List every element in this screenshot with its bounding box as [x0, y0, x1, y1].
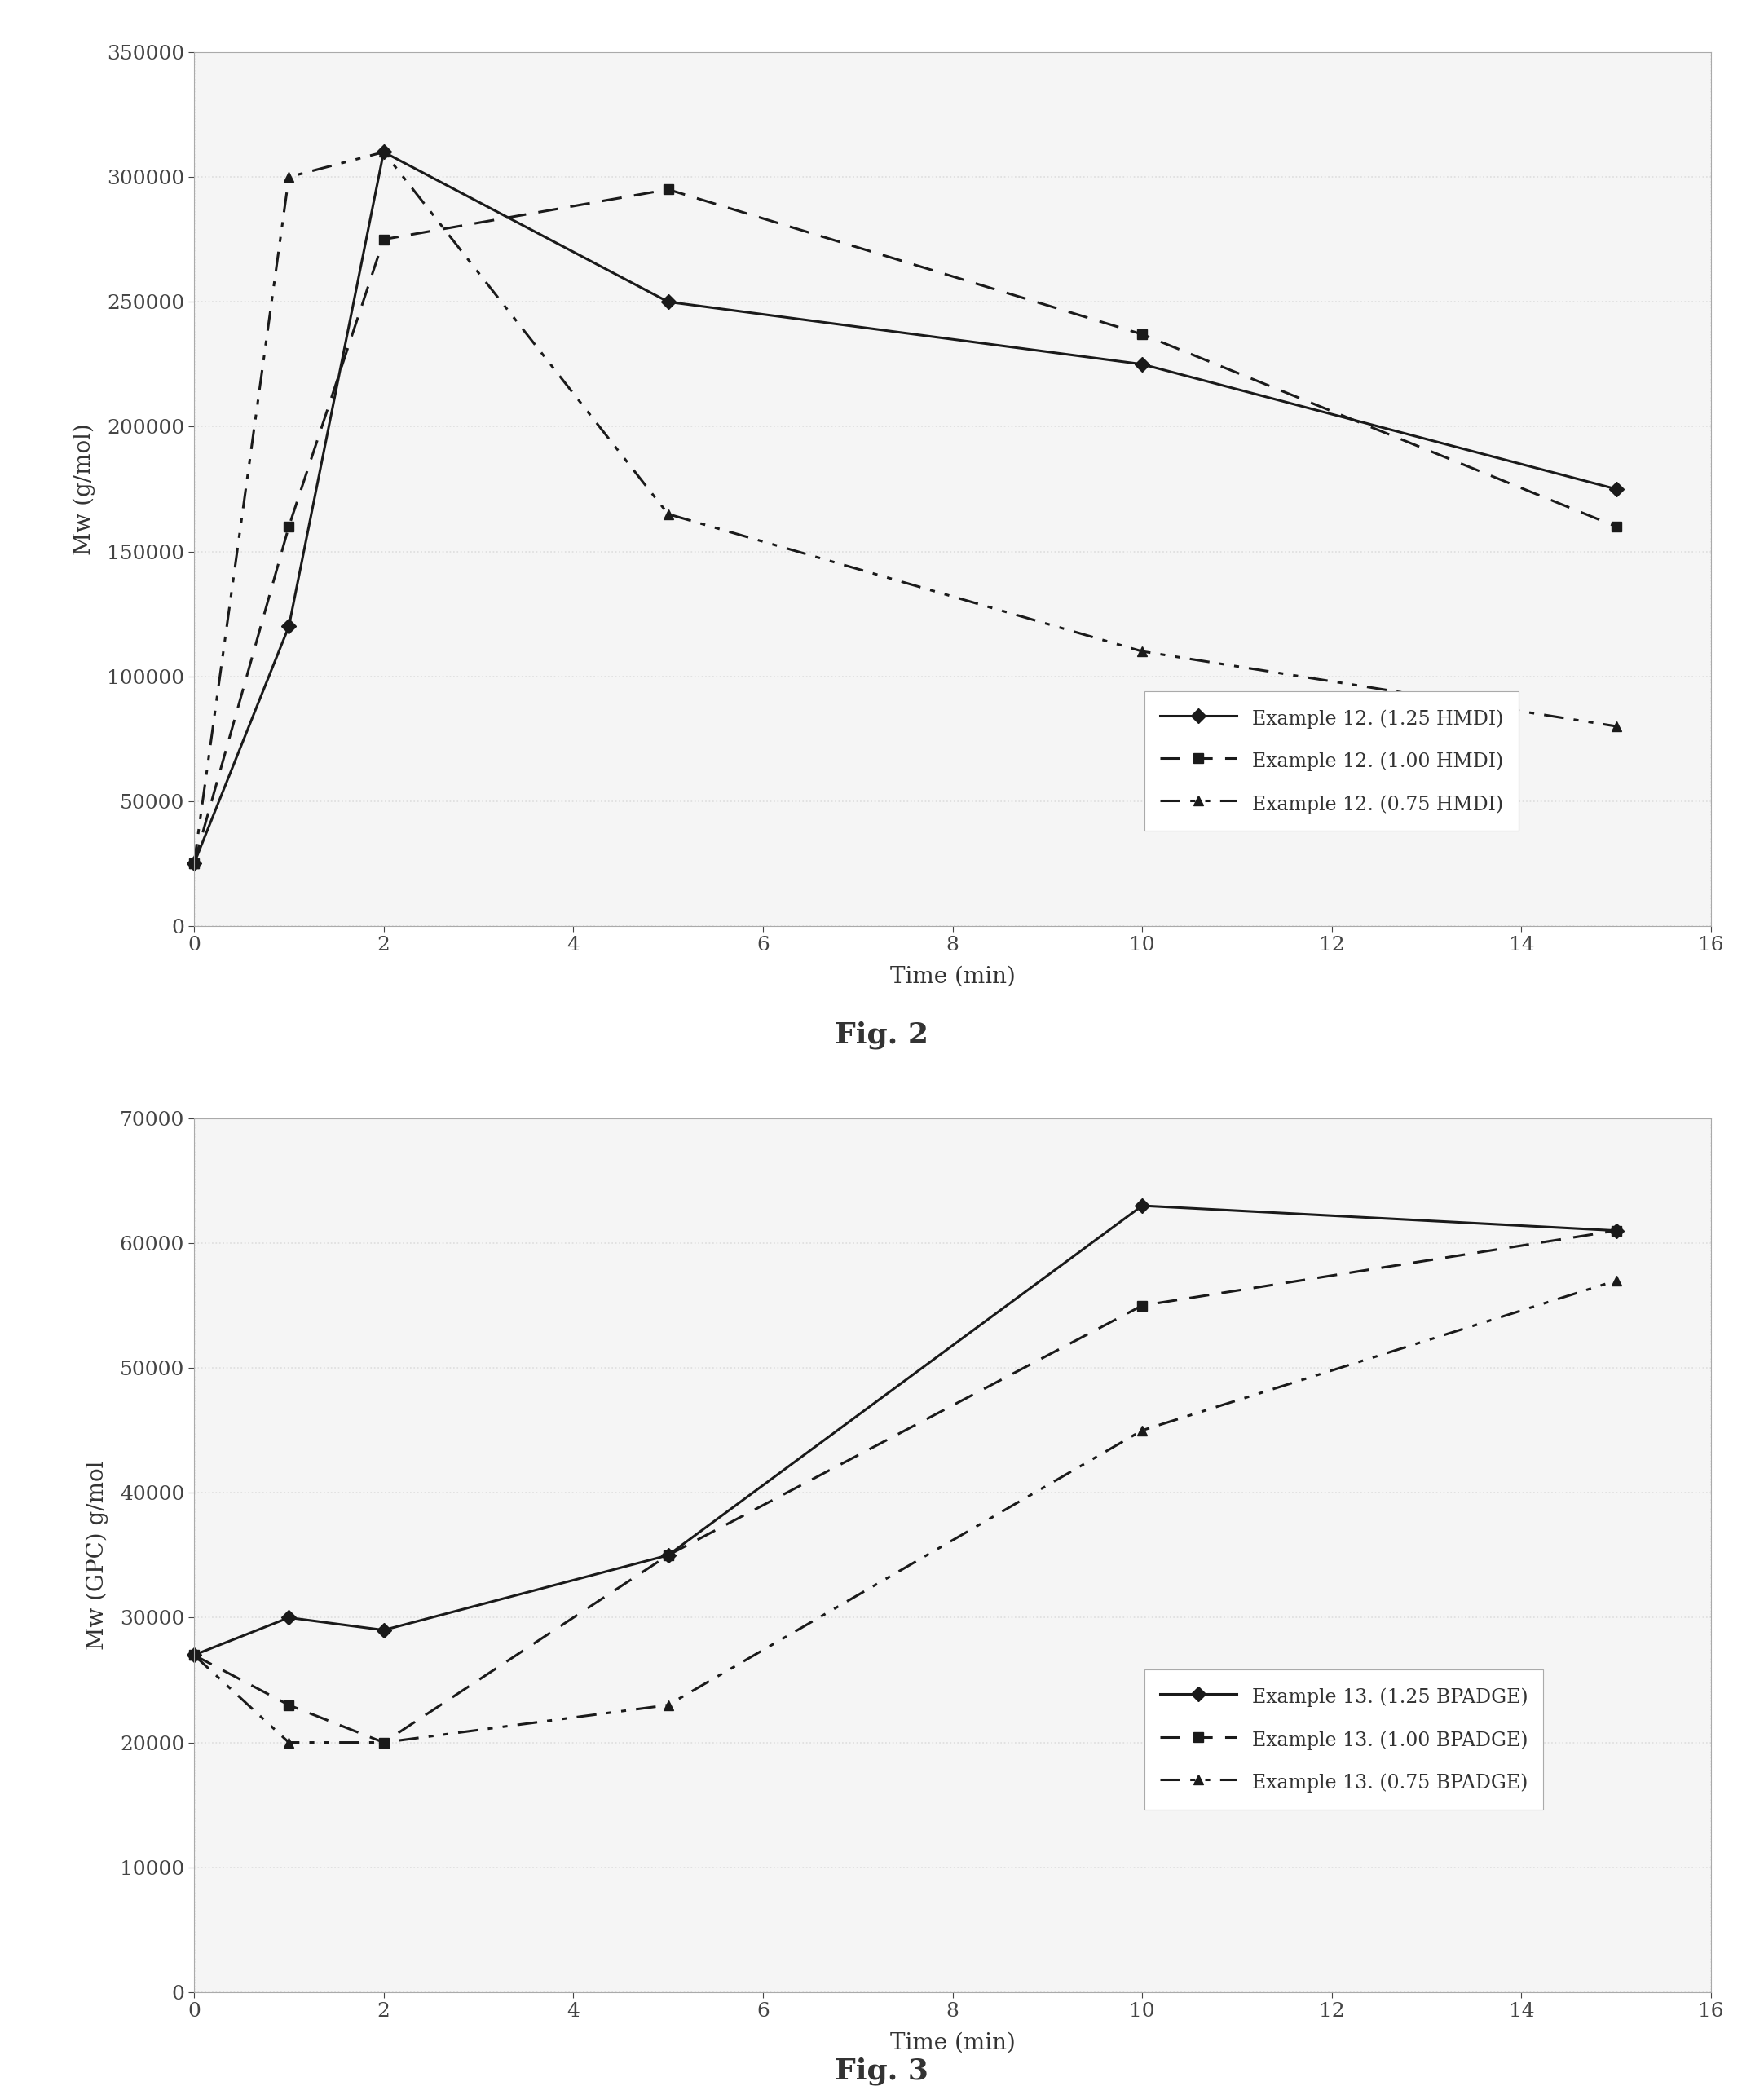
Example 12. (0.75 HMDI) — [1132, 638, 1154, 663]
Example 12. (1.25 HMDI) — [183, 851, 205, 876]
Line: Example 13. (1.00 BPADGE): Example 13. (1.00 BPADGE) — [189, 1224, 1621, 1748]
Example 12. (0.75 HMDI) — [183, 851, 205, 876]
Line: Example 13. (1.25 BPADGE): Example 13. (1.25 BPADGE) — [189, 1202, 1621, 1660]
Line: Example 13. (0.75 BPADGE): Example 13. (0.75 BPADGE) — [189, 1275, 1621, 1748]
Example 13. (0.75 BPADGE) — [183, 1642, 205, 1667]
Example 13. (1.00 BPADGE) — [658, 1544, 679, 1569]
Example 12. (1.00 HMDI) — [372, 227, 393, 252]
Example 13. (0.75 BPADGE) — [279, 1729, 300, 1754]
Legend: Example 13. (1.25 BPADGE), Example 13. (1.00 BPADGE), Example 13. (0.75 BPADGE): Example 13. (1.25 BPADGE), Example 13. (… — [1145, 1669, 1544, 1809]
Example 13. (1.00 BPADGE) — [279, 1692, 300, 1717]
Legend: Example 12. (1.25 HMDI), Example 12. (1.00 HMDI), Example 12. (0.75 HMDI): Example 12. (1.25 HMDI), Example 12. (1.… — [1145, 690, 1519, 830]
Example 12. (1.25 HMDI) — [279, 613, 300, 638]
Example 13. (1.00 BPADGE) — [183, 1642, 205, 1667]
Example 12. (1.00 HMDI) — [183, 851, 205, 876]
Example 12. (1.00 HMDI) — [279, 513, 300, 538]
Example 13. (0.75 BPADGE) — [1132, 1418, 1154, 1444]
Example 12. (0.75 HMDI) — [1605, 713, 1626, 738]
Example 12. (0.75 HMDI) — [372, 140, 393, 165]
Example 12. (1.25 HMDI) — [1605, 476, 1626, 501]
Example 13. (0.75 BPADGE) — [1605, 1268, 1626, 1293]
Line: Example 12. (1.00 HMDI): Example 12. (1.00 HMDI) — [189, 184, 1621, 868]
Example 13. (0.75 BPADGE) — [658, 1692, 679, 1717]
Y-axis label: Mw (g/mol): Mw (g/mol) — [72, 423, 95, 555]
Line: Example 12. (0.75 HMDI): Example 12. (0.75 HMDI) — [189, 146, 1621, 868]
Example 13. (1.00 BPADGE) — [372, 1729, 393, 1754]
Example 12. (1.25 HMDI) — [1132, 353, 1154, 378]
Text: Fig. 2: Fig. 2 — [834, 1020, 930, 1049]
Example 13. (1.25 BPADGE) — [183, 1642, 205, 1667]
Line: Example 12. (1.25 HMDI): Example 12. (1.25 HMDI) — [189, 146, 1621, 868]
Example 12. (1.25 HMDI) — [658, 290, 679, 315]
Y-axis label: Mw (GPC) g/mol: Mw (GPC) g/mol — [86, 1460, 108, 1650]
Example 13. (1.25 BPADGE) — [279, 1604, 300, 1629]
Example 13. (1.00 BPADGE) — [1605, 1218, 1626, 1243]
Example 13. (1.25 BPADGE) — [1132, 1193, 1154, 1218]
X-axis label: Time (min): Time (min) — [889, 966, 1016, 987]
Example 12. (1.00 HMDI) — [1605, 513, 1626, 538]
X-axis label: Time (min): Time (min) — [889, 2032, 1016, 2055]
Example 13. (0.75 BPADGE) — [372, 1729, 393, 1754]
Example 13. (1.00 BPADGE) — [1132, 1293, 1154, 1318]
Text: Fig. 3: Fig. 3 — [834, 2057, 930, 2086]
Example 12. (1.00 HMDI) — [1132, 321, 1154, 346]
Example 12. (0.75 HMDI) — [658, 501, 679, 526]
Example 12. (1.25 HMDI) — [372, 140, 393, 165]
Example 13. (1.25 BPADGE) — [372, 1617, 393, 1642]
Example 13. (1.25 BPADGE) — [1605, 1218, 1626, 1243]
Example 12. (0.75 HMDI) — [279, 165, 300, 190]
Example 12. (1.00 HMDI) — [658, 177, 679, 202]
Example 13. (1.25 BPADGE) — [658, 1544, 679, 1569]
